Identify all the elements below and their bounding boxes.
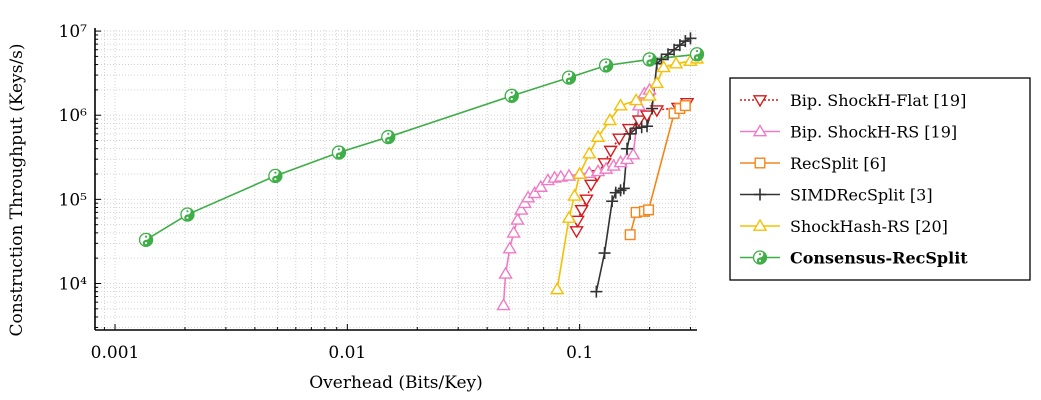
data-point-recsplit xyxy=(624,229,636,241)
data-point-simdrecsplit xyxy=(646,102,659,115)
y-axis-title: Construction Throughput (Keys/s) xyxy=(7,43,27,336)
data-point-consensus-recsplit xyxy=(598,58,614,73)
data-point-shockhash-rs xyxy=(642,88,657,101)
legend-marker-recsplit xyxy=(754,157,766,169)
data-point-recsplit xyxy=(643,204,655,216)
legend-label-bip-shockh-flat: Bip. ShockH-Flat [19] xyxy=(790,91,966,110)
data-point-simdrecsplit xyxy=(661,48,674,61)
data-point-bip-shockh-rs xyxy=(533,179,548,192)
data-point-bip-shockh-flat xyxy=(569,226,584,239)
data-point-shockhash-rs xyxy=(668,56,684,69)
grid xyxy=(95,30,697,330)
data-point-shockhash-rs xyxy=(549,282,565,295)
x-tick-label: 0.1 xyxy=(566,343,593,363)
data-point-consensus-recsplit xyxy=(689,47,705,62)
data-point-bip-shockh-rs xyxy=(625,147,641,160)
data-point-simdrecsplit xyxy=(624,127,637,140)
data-point-shockhash-rs xyxy=(628,93,644,106)
legend-marker-bip-shockh-flat xyxy=(752,95,768,108)
data-point-bip-shockh-rs xyxy=(496,297,511,311)
data-point-simdrecsplit xyxy=(606,195,619,208)
data-point-bip-shockh-flat xyxy=(583,179,599,192)
data-point-consensus-recsplit xyxy=(642,52,657,67)
legend-marker-simdrecsplit xyxy=(754,188,766,201)
data-point-shockhash-rs xyxy=(613,98,628,111)
data-point-bip-shockh-rs xyxy=(513,202,529,215)
x-axis-title: Overhead (Bits/Key) xyxy=(309,373,483,393)
legend-marker-bip-shockh-rs xyxy=(752,124,768,137)
data-point-bip-shockh-flat xyxy=(639,110,655,123)
data-point-bip-shockh-rs xyxy=(498,266,513,279)
tick-labels: 0.001 0.01 0.1 10⁴ 10⁵ 10⁶ 10⁷ xyxy=(59,22,594,363)
data-point-bip-shockh-flat xyxy=(597,158,612,171)
legend-label-bip-shockh-rs: Bip. ShockH-RS [19] xyxy=(790,123,957,142)
data-point-bip-shockh-rs xyxy=(561,168,577,181)
data-point-bip-shockh-rs xyxy=(527,185,542,199)
data-point-simdrecsplit xyxy=(684,32,697,45)
legend-label-consensus-recsplit: Consensus-RecSplit xyxy=(790,249,968,268)
data-point-simdrecsplit xyxy=(590,285,603,298)
data-point-recsplit xyxy=(679,100,691,112)
axes xyxy=(94,28,697,331)
data-point-consensus-recsplit xyxy=(180,207,195,222)
data-point-consensus-recsplit xyxy=(331,145,347,160)
data-point-simdrecsplit xyxy=(621,142,634,155)
data-point-bip-shockh-flat xyxy=(621,123,637,137)
series-layer xyxy=(145,37,698,306)
legend-label-shockhash-rs: ShockHash-RS [20] xyxy=(790,217,948,236)
data-point-simdrecsplit xyxy=(641,120,654,133)
data-point-shockhash-rs xyxy=(572,166,587,179)
data-point-consensus-recsplit xyxy=(504,88,519,103)
legend-marker-consensus-recsplit xyxy=(752,250,768,265)
data-point-consensus-recsplit xyxy=(561,70,577,85)
y-tick-label: 10⁴ xyxy=(59,274,88,294)
data-point-bip-shockh-flat xyxy=(631,115,647,128)
data-point-simdrecsplit xyxy=(598,247,611,260)
series-line-consensus-recsplit xyxy=(145,53,698,241)
data-point-bip-shockh-flat xyxy=(603,145,618,158)
legend-box xyxy=(729,77,1031,281)
data-point-shockhash-rs xyxy=(649,75,665,89)
data-point-simdrecsplit xyxy=(630,122,643,135)
data-point-bip-shockh-flat xyxy=(611,133,627,146)
data-point-shockhash-rs xyxy=(561,210,577,223)
y-tick-label: 10⁷ xyxy=(59,22,88,42)
data-point-shockhash-rs xyxy=(590,129,606,142)
data-point-consensus-recsplit xyxy=(381,129,396,145)
data-point-bip-shockh-rs xyxy=(502,241,517,254)
data-point-shockhash-rs xyxy=(567,188,582,201)
data-point-simdrecsplit xyxy=(679,35,692,48)
data-point-simdrecsplit xyxy=(655,53,668,66)
legend-label-recsplit: RecSplit [6] xyxy=(790,154,886,173)
data-point-consensus-recsplit xyxy=(138,232,154,248)
data-point-consensus-recsplit xyxy=(268,168,283,184)
legend-marker-shockhash-rs xyxy=(752,218,768,231)
data-point-bip-shockh-rs xyxy=(506,225,521,238)
x-tick-label: 0.001 xyxy=(91,343,140,363)
data-point-bip-shockh-flat xyxy=(574,204,589,218)
legend-label-simdrecsplit: SIMDRecSplit [3] xyxy=(790,186,933,205)
marker-layer xyxy=(138,32,705,311)
legend: Bip. ShockH-Flat [19] Bip. ShockH-RS [19]… xyxy=(729,77,1031,281)
data-point-simdrecsplit xyxy=(635,121,648,134)
data-point-shockhash-rs xyxy=(582,146,597,159)
data-point-shockhash-rs xyxy=(602,112,618,126)
data-point-bip-shockh-flat xyxy=(579,194,594,207)
data-point-shockhash-rs xyxy=(656,60,671,73)
data-point-simdrecsplit xyxy=(617,182,630,195)
x-tick-label: 0.01 xyxy=(328,343,366,363)
y-tick-label: 10⁶ xyxy=(59,106,88,126)
y-tick-label: 10⁵ xyxy=(59,190,88,210)
data-point-simdrecsplit xyxy=(609,186,622,199)
data-point-bip-shockh-rs xyxy=(510,212,525,225)
